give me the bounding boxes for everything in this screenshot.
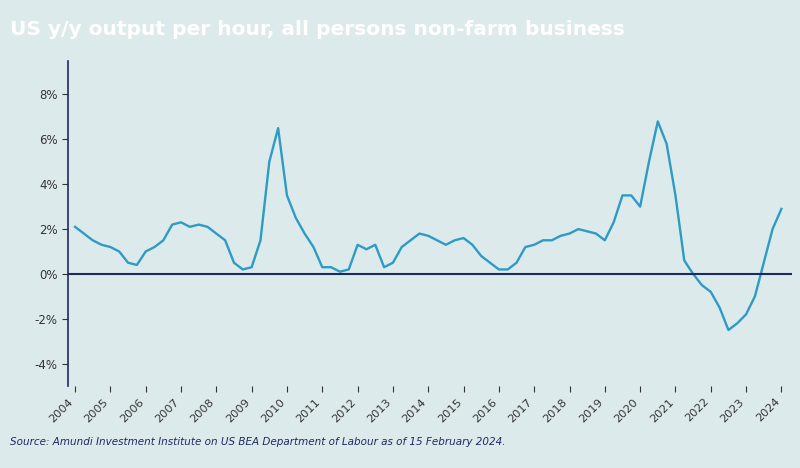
Text: US y/y output per hour, all persons non-farm business: US y/y output per hour, all persons non-… (10, 20, 625, 39)
Text: Source: Amundi Investment Institute on US BEA Department of Labour as of 15 Febr: Source: Amundi Investment Institute on U… (10, 437, 505, 447)
